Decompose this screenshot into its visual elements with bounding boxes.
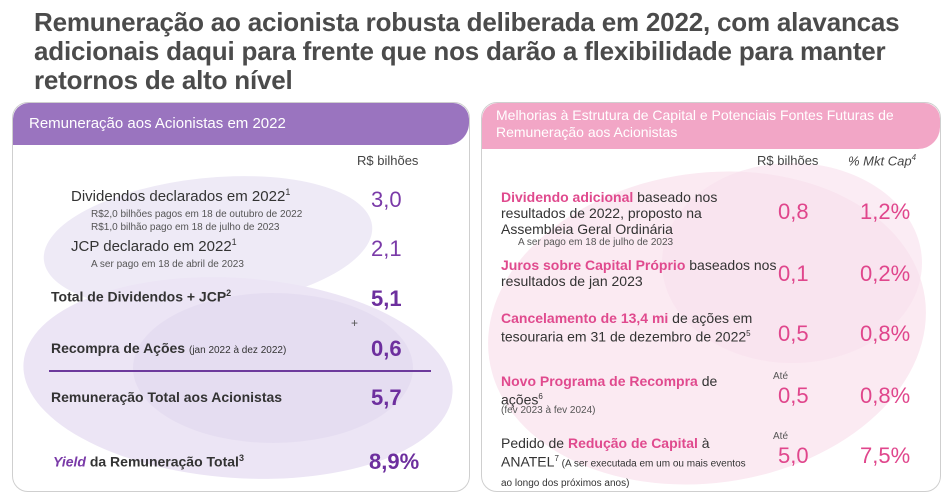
decorative-blob: [662, 163, 922, 363]
jcp-value: 2,1: [371, 236, 402, 261]
unit-label: R$ bilhões: [757, 153, 819, 168]
buyback-label: Recompra de Ações (jan 2022 à dez 2022): [51, 340, 287, 356]
decorative-blob: [133, 293, 413, 443]
treasury-cancellation-value: 0,5: [778, 321, 809, 346]
buyback-program-pct: 0,8%: [860, 383, 911, 408]
unit-label: % Mkt Cap4: [848, 153, 917, 169]
capital-structure-panel: Melhorias à Estrutura de Capital e Poten…: [481, 102, 941, 492]
capital-reduction-pct: 7,5%: [860, 443, 911, 468]
panel-header: Remuneração aos Acionistas em 2022: [13, 103, 469, 145]
dividends-note: R$2,0 bilhões pagos em 18 de outubro de …: [91, 209, 303, 220]
capital-reduction-text: Pedido de Redução de Capital à ANATEL7 (…: [501, 435, 746, 489]
page-title: Remuneração ao acionista robusta deliber…: [34, 7, 900, 95]
total-remuneration-label: Remuneração Total aos Acionistas: [51, 389, 283, 405]
dividends-note: R$1,0 bilhão pago em 18 de julho de 2023: [91, 222, 280, 233]
treasury-cancellation-text: Cancelamento de 13,4 mi de ações em teso…: [501, 310, 753, 345]
additional-dividend-pct: 1,2%: [860, 199, 911, 224]
jcp-pct: 0,2%: [860, 261, 911, 286]
buyback-program-text: Novo Programa de Recompra de ações6: [501, 373, 718, 408]
jcp-value: 0,1: [778, 261, 809, 286]
capital-reduction-value: 5,0: [778, 443, 809, 468]
shareholder-remuneration-panel: Remuneração aos Acionistas em 2022 R$ bi…: [12, 102, 470, 492]
up-to-label: Até: [773, 371, 789, 382]
treasury-cancellation-pct: 0,8%: [860, 321, 911, 346]
unit-label: R$ bilhões: [357, 153, 419, 168]
dividends-value: 3,0: [371, 187, 402, 212]
panel-header: Melhorias à Estrutura de Capital e Poten…: [482, 103, 940, 149]
yield-label: Yield da Remuneração Total3: [53, 453, 244, 470]
additional-dividend-value: 0,8: [778, 199, 809, 224]
yield-value: 8,9%: [369, 449, 420, 474]
plus-sign: +: [351, 316, 359, 330]
additional-dividend-text: Dividendo adicional baseado nos resultad…: [501, 189, 718, 237]
total-remuneration-value: 5,7: [371, 385, 402, 410]
dividends-label: Dividendos declarados em 20221: [71, 187, 291, 205]
up-to-label: Até: [773, 431, 789, 442]
total-value: 5,1: [371, 286, 402, 311]
jcp-note: A ser pago em 18 de abril de 2023: [91, 259, 244, 270]
buyback-program-note: (fev 2023 à fev 2024): [501, 405, 596, 416]
buyback-value: 0,6: [371, 336, 402, 361]
jcp-label: JCP declarado em 20221: [71, 237, 237, 255]
divider: [49, 370, 431, 372]
additional-dividend-note: A ser pago em 18 de julho de 2023: [518, 237, 674, 248]
buyback-program-value: 0,5: [778, 383, 809, 408]
total-label: Total de Dividendos + JCP2: [51, 288, 232, 305]
jcp-text: Juros sobre Capital Próprio baseados nos…: [501, 257, 777, 289]
